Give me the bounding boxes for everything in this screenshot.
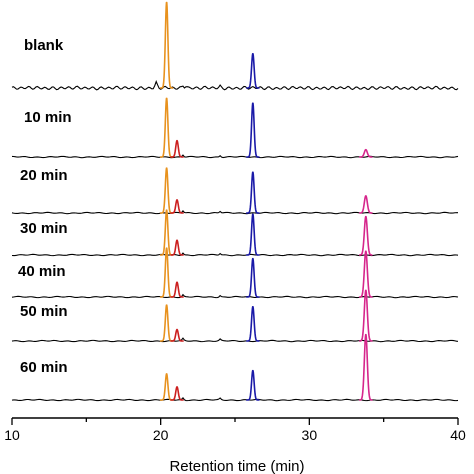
- trace-1: [11, 1, 459, 91]
- peak: [169, 281, 185, 298]
- trace-4: [11, 209, 459, 257]
- peak: [159, 373, 174, 401]
- x-tick-label: 10: [4, 427, 20, 443]
- peak: [358, 250, 374, 298]
- trace-baseline: [11, 252, 459, 257]
- trace-baseline: [11, 79, 459, 91]
- peak: [245, 53, 261, 89]
- trace-labels: blank 10 min 20 min 30 min 40 min 50 min 60 mi…: [18, 37, 72, 376]
- x-tick-label: 40: [450, 427, 466, 443]
- trace-label: 20 min: [20, 167, 68, 184]
- peak: [358, 148, 374, 158]
- peak: [169, 239, 185, 256]
- peak: [159, 97, 174, 158]
- peak: [169, 139, 185, 158]
- peak: [245, 306, 261, 342]
- x-axis: 10 20 30 40: [4, 417, 466, 443]
- peak: [159, 1, 174, 89]
- peak: [169, 386, 185, 401]
- peak: [358, 215, 374, 256]
- trace-label: 40 min: [18, 263, 66, 280]
- trace-baseline: [11, 337, 459, 343]
- x-axis-title: Retention time (min): [169, 458, 304, 474]
- trace-baseline: [11, 210, 459, 215]
- peak: [245, 369, 261, 401]
- peak: [169, 328, 185, 342]
- peak: [245, 213, 261, 256]
- trace-baseline: [11, 293, 459, 299]
- trace-label: 10 min: [24, 109, 72, 126]
- x-tick-label: 20: [153, 427, 169, 443]
- x-tick-label: 30: [302, 427, 318, 443]
- trace-label: 30 min: [20, 220, 68, 237]
- trace-3: [11, 167, 459, 215]
- trace-7: [11, 333, 459, 402]
- peak: [245, 102, 261, 158]
- peak: [358, 289, 374, 342]
- peak: [245, 257, 261, 298]
- trace-2: [11, 97, 459, 159]
- trace-5: [11, 247, 459, 299]
- peak: [159, 304, 174, 342]
- traces-layer: [11, 1, 459, 402]
- peak: [245, 171, 261, 214]
- trace-label: blank: [24, 37, 64, 54]
- trace-label: 60 min: [20, 359, 68, 376]
- peak: [159, 167, 174, 214]
- peak: [358, 333, 374, 401]
- peak: [169, 199, 185, 214]
- trace-baseline: [11, 396, 459, 402]
- trace-baseline: [11, 154, 459, 159]
- peak: [358, 195, 374, 214]
- trace-label: 50 min: [20, 303, 68, 320]
- trace-6: [11, 289, 459, 343]
